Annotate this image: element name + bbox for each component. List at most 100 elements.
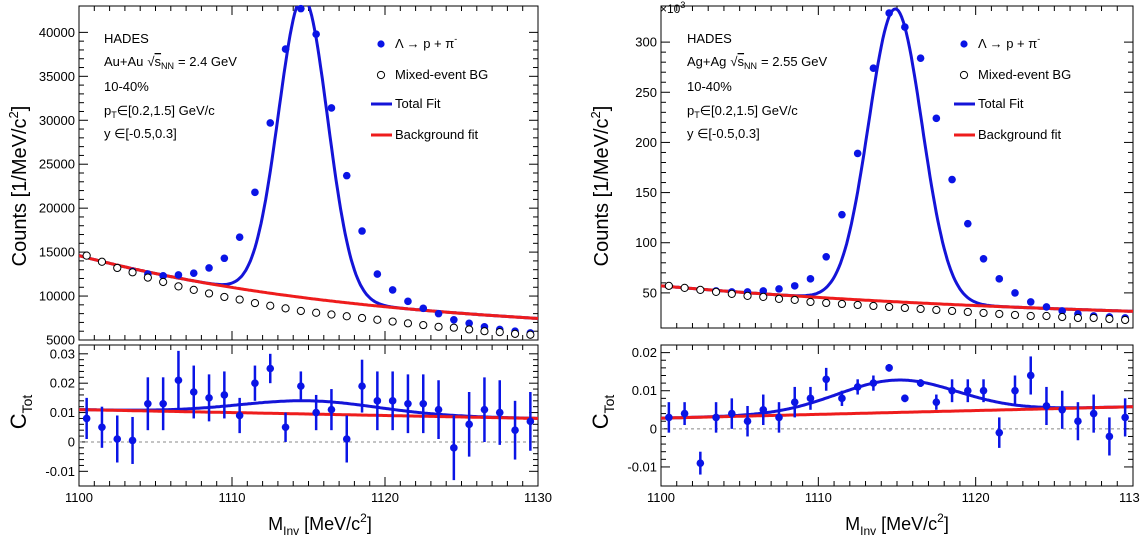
x-tick-label: 1110 — [805, 490, 832, 505]
mixed-bg-point — [82, 251, 91, 260]
ctot-point — [696, 459, 705, 467]
ctot-point — [869, 379, 878, 387]
mixed-bg-point — [357, 313, 367, 323]
ctot-point — [373, 397, 382, 405]
mixed-bg-point — [806, 297, 815, 307]
ctot-point — [526, 417, 535, 426]
mixed-bg-point — [995, 309, 1004, 319]
signal-point — [235, 233, 244, 241]
y-tick-label: 15000 — [39, 245, 75, 260]
ctot-point — [885, 364, 893, 372]
x-tick-label: 1130 — [524, 490, 552, 505]
ctot-point — [822, 375, 830, 384]
y-tick-label: 25000 — [39, 157, 75, 172]
ctot-point — [251, 379, 259, 387]
mixed-bg-point — [680, 283, 689, 292]
ctot-point — [358, 382, 366, 390]
ctot-point — [312, 408, 320, 417]
signal-point — [450, 315, 458, 324]
signal-point — [189, 269, 198, 278]
mixed-bg-point — [1026, 311, 1035, 321]
signal-point — [1026, 298, 1035, 306]
mixed-bg-point — [1105, 314, 1114, 324]
mixed-bg-point — [774, 294, 784, 304]
left-ctot-axis-title: CTot — [6, 395, 35, 430]
x-tick-label: 1100 — [647, 490, 675, 505]
left-legend-mixed-label: Mixed-event BG — [395, 67, 488, 82]
mixed-bg-point — [947, 306, 957, 316]
left-y-label: y ∈[-0.5,0.3] — [104, 126, 177, 141]
mixed-bg-point — [235, 295, 244, 304]
signal-point — [327, 104, 336, 112]
ctot-point — [948, 386, 956, 395]
right-annotations: ×103 HADES Ag+Ag √sNN = 2.55 GeV 10-40% pT… — [660, 0, 828, 141]
ctot-point — [465, 420, 473, 429]
ctot-point — [159, 399, 167, 408]
signal-point — [312, 30, 320, 38]
ctot-point — [1058, 405, 1066, 414]
mixed-bg-point — [837, 299, 847, 309]
ctot-point — [235, 411, 244, 420]
ctot-point — [1121, 413, 1129, 422]
signal-point — [266, 119, 275, 127]
y-tick-label: 0.02 — [50, 376, 75, 391]
mixed-bg-point — [449, 323, 458, 332]
ctot-point — [853, 383, 862, 391]
mixed-bg-point — [790, 295, 799, 305]
ctot-point — [419, 399, 428, 408]
mixed-bg-point — [853, 300, 862, 310]
signal-point — [948, 175, 956, 184]
ctot-point — [916, 379, 925, 387]
y-tick-label: 0.01 — [50, 405, 75, 420]
y-tick-label: 35000 — [39, 69, 75, 84]
mixed-bg-point — [1089, 313, 1098, 323]
mixed-bg-point — [327, 310, 336, 319]
mixed-bg-point — [281, 304, 290, 313]
right-legend-mixed-label: Mixed-event BG — [978, 67, 1071, 82]
mixed-bg-point — [963, 307, 972, 317]
right-legend-total-label: Total Fit — [978, 96, 1024, 111]
right-experiment-label: HADES — [687, 31, 732, 46]
signal-point — [419, 304, 428, 313]
mixed-bg-point — [759, 292, 768, 302]
x-tick-label: 1110 — [219, 490, 246, 505]
ctot-point — [901, 394, 909, 403]
signal-point — [342, 171, 351, 180]
background-fit-curve — [661, 284, 1133, 313]
x-tick-label: 1120 — [962, 490, 990, 505]
ctot-point — [1042, 402, 1051, 410]
ctot-point — [342, 435, 351, 443]
ctot-point — [932, 398, 941, 406]
mixed-bg-point — [495, 327, 504, 337]
right-legend-signal-label: Λ → p + π- — [978, 34, 1040, 51]
mixed-bg-point — [480, 327, 489, 336]
signal-point — [901, 23, 909, 31]
mixed-bg-point — [979, 308, 988, 318]
ctot-point — [495, 408, 504, 417]
y-tick-label: 40000 — [39, 25, 75, 40]
ctot-point — [327, 405, 336, 414]
ctot-point — [281, 423, 290, 432]
right-legend-mixed-marker — [959, 70, 969, 80]
mixed-bg-point — [204, 289, 214, 298]
ctot-point — [511, 426, 519, 434]
mixed-bg-point — [419, 320, 428, 330]
mixed-bg-point — [266, 301, 275, 310]
mixed-bg-point — [822, 298, 831, 308]
mixed-bg-point — [465, 325, 474, 334]
mixed-bg-point — [743, 291, 752, 301]
mixed-bg-point — [1042, 311, 1051, 321]
ctot-point — [388, 397, 397, 405]
mixed-bg-point — [1010, 310, 1020, 320]
mixed-bg-point — [388, 317, 397, 326]
signal-point — [174, 271, 183, 279]
signal-point — [404, 297, 412, 306]
mixed-bg-point — [900, 303, 909, 313]
y-tick-label: -0.01 — [627, 459, 657, 474]
signal-point — [979, 254, 988, 263]
mixed-bg-point — [403, 319, 413, 328]
y-tick-label: 10000 — [39, 289, 75, 304]
left-legend: Λ → p + π- Mixed-event BG Total Fit Back… — [371, 34, 488, 142]
ctot-point — [1026, 371, 1035, 380]
